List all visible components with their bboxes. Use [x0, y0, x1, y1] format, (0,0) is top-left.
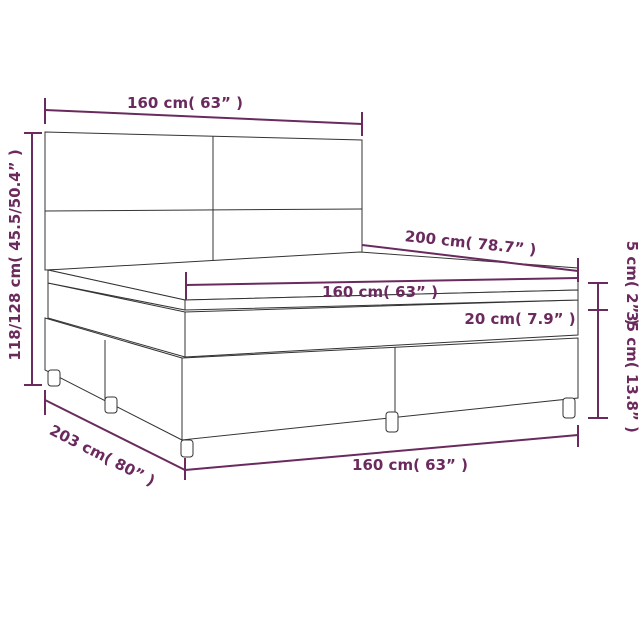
headboard — [44, 131, 363, 271]
box-spring-base — [44, 317, 579, 441]
length-label: 200 cm( 78.7” ) — [404, 227, 537, 259]
headboard-width-label: 160 cm( 63” ) — [127, 94, 243, 112]
total-height-label: 118/128 cm( 45.5/50.4” ) — [6, 149, 24, 360]
dimension-lines — [24, 98, 608, 480]
total-length-label: 203 cm( 80” ) — [47, 421, 158, 490]
mattress-height-label: 20 cm( 7.9” ) — [464, 310, 575, 328]
base-height-label: 35 cm( 13.8” ) — [623, 311, 640, 433]
topper-height-label: 5 cm( 2” ) — [623, 241, 640, 326]
base-width-label: 160 cm( 63” ) — [352, 456, 468, 474]
mattress — [47, 251, 579, 358]
legs — [47, 369, 576, 458]
mattress-width-label: 160 cm( 63” ) — [322, 283, 438, 301]
